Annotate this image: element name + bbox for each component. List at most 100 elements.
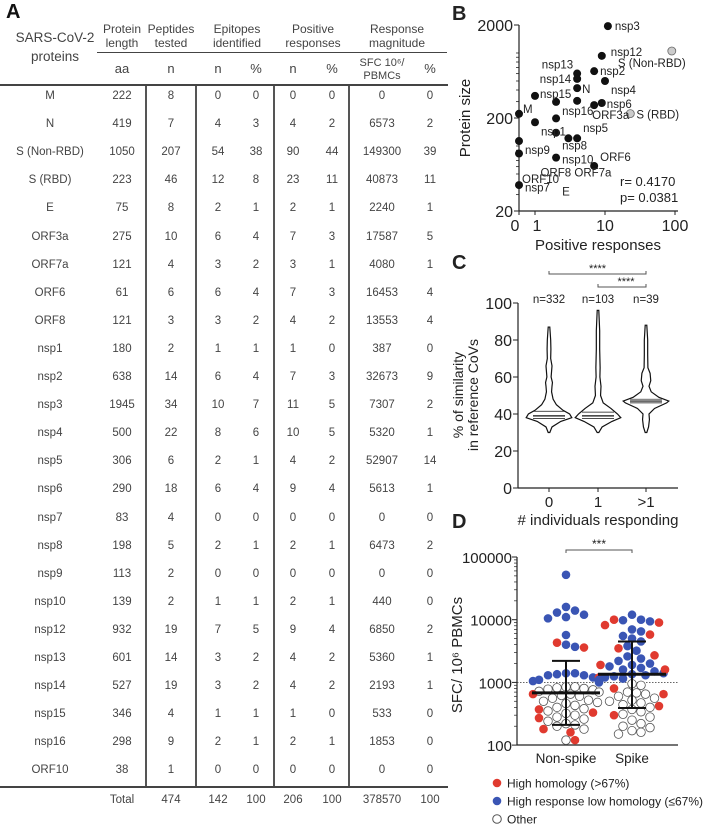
table-cell: 4 (426, 314, 434, 327)
data-point (573, 74, 582, 83)
table-cell: 2 (214, 455, 222, 468)
table-cell: 1 (214, 342, 222, 355)
table-cell: 0 (426, 595, 434, 608)
table-cell: 3 (328, 371, 336, 383)
table-cell: 7 (167, 118, 175, 131)
y-tick-label: 20 (494, 444, 512, 461)
data-point (627, 725, 637, 736)
protein-name: nsp9 (37, 567, 63, 580)
data-point (573, 84, 582, 93)
table-cell: 0 (252, 90, 260, 102)
protein-name: nsp8 (37, 539, 63, 552)
sub-header: n (167, 61, 175, 76)
data-point (534, 705, 544, 714)
table-cell: 0 (426, 736, 434, 749)
data-point (618, 674, 628, 683)
data-point (538, 696, 549, 706)
table-cell: 22 (164, 427, 178, 440)
table-cell: 19 (164, 623, 178, 636)
table-cell: 0 (289, 567, 297, 580)
point-label: ORF10 (522, 174, 559, 186)
table-cell: 40873 (366, 174, 398, 187)
total-cell: 100 (420, 794, 440, 806)
table-cell: 4 (328, 623, 336, 636)
data-point (618, 700, 628, 710)
data-point (552, 608, 562, 617)
table-cell: 0 (426, 342, 434, 355)
table-cell: 32673 (366, 371, 398, 383)
data-point (570, 735, 580, 745)
table-cell: 2 (289, 736, 297, 749)
data-point (659, 689, 668, 699)
table-cell: 14 (164, 652, 178, 664)
data-point (613, 691, 624, 702)
data-point (561, 630, 571, 640)
table-cell: 1 (426, 680, 434, 693)
table-cell: 2 (252, 680, 260, 693)
table-cell: 932 (112, 623, 132, 636)
data-point (566, 728, 575, 737)
point-label: nsp8 (562, 140, 587, 152)
point-label: S (Non-RBD) (618, 58, 686, 70)
header-divider (97, 52, 447, 53)
table-cell: 121 (112, 314, 132, 327)
point-label: nsp2 (600, 66, 625, 78)
data-point (552, 702, 562, 713)
table-cell: 0 (214, 764, 222, 777)
header-positive-responses: Positive responses (285, 22, 341, 50)
table-cell: 0 (426, 567, 434, 580)
x-tick-label: 0 (511, 218, 520, 235)
sub-header: SFC 10⁶/ PBMCs (359, 57, 405, 82)
data-point (645, 617, 655, 626)
data-point (600, 620, 610, 630)
table-cell: 10 (211, 399, 225, 412)
data-point (636, 654, 646, 663)
table-cell: 306 (112, 455, 132, 468)
data-point (590, 161, 599, 170)
table-cell: 19 (164, 680, 178, 693)
data-point (590, 101, 599, 110)
table-cell: 4 (289, 314, 297, 327)
point-label: nsp10 (562, 155, 593, 167)
table-cell: 9 (426, 371, 434, 383)
protein-name: ORF8 (34, 314, 66, 327)
data-point (592, 697, 603, 708)
table-cell: 198 (112, 539, 132, 552)
table-cell: 4 (167, 511, 175, 524)
table-cell: 1 (328, 202, 336, 215)
data-point (547, 693, 558, 703)
y-axis-label: Protein size (457, 79, 474, 157)
y-tick-label: 80 (494, 333, 512, 350)
data-point (618, 709, 628, 719)
x-tick-label: 10 (596, 218, 614, 235)
table-cell: 46 (164, 174, 178, 187)
table-cell: 0 (378, 764, 386, 777)
table-cell: 6850 (369, 623, 395, 636)
header-epitopes-identified: Epitopes identified (212, 22, 262, 50)
table-cell: 7 (289, 371, 297, 383)
data-point (654, 701, 664, 711)
data-point (627, 610, 637, 620)
protein-name: nsp15 (34, 708, 66, 721)
table-cell: 2 (328, 314, 336, 327)
panel-label-b: B (452, 3, 466, 25)
data-point (645, 712, 655, 722)
table-cell: 0 (214, 567, 222, 580)
data-point (632, 646, 641, 656)
table-cell: 298 (112, 736, 132, 749)
significance-label: **** (617, 276, 635, 288)
header-protein-length: Protein length (102, 22, 142, 50)
table-cell: 0 (378, 511, 386, 524)
table-cell: 3 (214, 652, 222, 664)
protein-name: S (RBD) (28, 174, 72, 187)
table-cell: 38 (249, 146, 263, 159)
table-cell: 6473 (369, 539, 395, 552)
data-point (543, 670, 553, 680)
n-label: n=332 (533, 294, 565, 306)
total-cell: 378570 (362, 794, 402, 806)
y-tick-label: 100000 (462, 550, 512, 567)
data-point (596, 660, 605, 670)
table-cell: 1 (167, 764, 175, 777)
n-label: n=39 (633, 294, 659, 306)
table-cell: 9 (289, 483, 297, 496)
